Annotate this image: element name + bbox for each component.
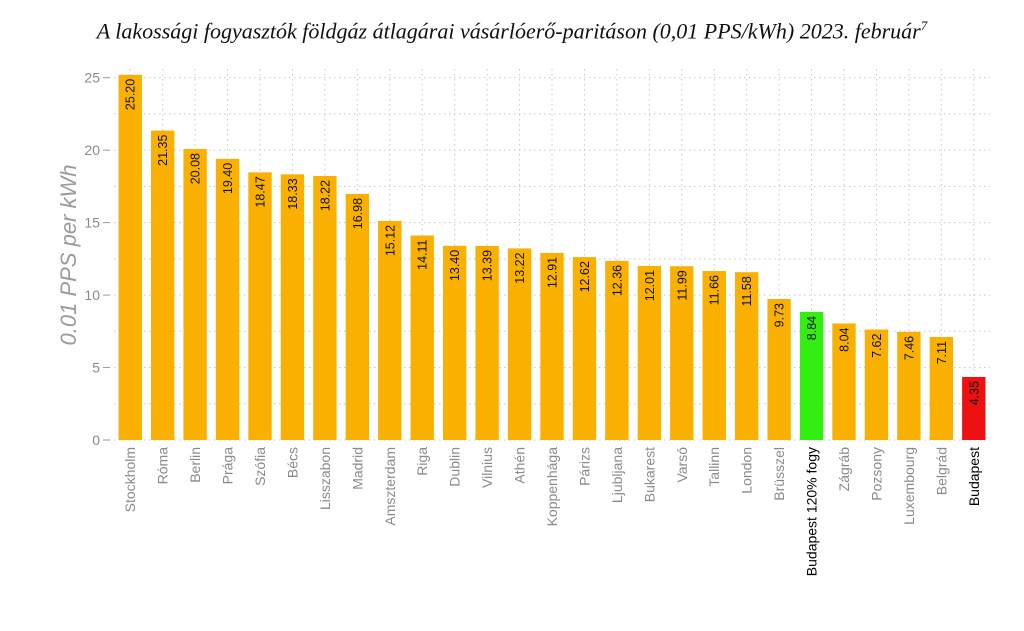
x-tick-label: Budapest 120% fogy	[804, 447, 820, 576]
x-tick-label: Koppenhága	[544, 447, 560, 527]
bar	[118, 74, 142, 440]
chart-title: A lakossági fogyasztók földgáz átlagárai…	[0, 18, 1024, 44]
value-label: 25.20	[124, 79, 138, 110]
bar	[605, 260, 629, 440]
bar	[962, 376, 986, 440]
x-tick-label: Belgrád	[933, 447, 949, 495]
x-tick-label: Budapest	[966, 447, 982, 506]
value-label: 12.62	[578, 261, 592, 292]
value-label: 19.40	[221, 163, 235, 194]
y-tick-label: 25	[84, 70, 100, 86]
bar	[734, 272, 759, 440]
y-tick-label: 15	[84, 215, 100, 231]
value-labels: 25.20 21.35 20.08 19.40 18.47 18.33 18.22 16.98…	[124, 79, 982, 406]
bar	[215, 158, 240, 440]
value-label: 8.84	[805, 316, 819, 340]
bar	[864, 329, 889, 440]
value-label: 7.62	[870, 334, 884, 358]
x-tick-label: Szófia	[252, 447, 268, 486]
bar	[183, 148, 207, 440]
y-axis-ticks: 0 5 10 15 20 25	[84, 70, 110, 448]
y-tick-label: 5	[92, 360, 100, 376]
x-tick-label: Madrid	[349, 447, 365, 490]
bar	[248, 172, 272, 441]
x-tick-label: Pozsony	[868, 447, 884, 501]
bar	[637, 265, 662, 440]
bar	[832, 323, 856, 440]
bar	[929, 336, 954, 440]
bar	[313, 175, 337, 441]
x-tick-label: Prága	[220, 447, 236, 485]
x-tick-label: Athén	[512, 447, 528, 484]
bar	[897, 331, 921, 440]
x-tick-label: Vilnius	[479, 447, 495, 488]
x-tick-label: Amszterdam	[382, 447, 398, 526]
x-tick-label: Varsó	[674, 447, 690, 483]
bar	[345, 193, 370, 440]
x-tick-label: Brüsszel	[771, 447, 787, 501]
bar	[767, 298, 791, 440]
x-tick-label: Párizs	[576, 447, 592, 486]
bar	[799, 311, 824, 440]
value-label: 13.39	[481, 250, 495, 281]
x-tick-label: London	[739, 447, 755, 494]
bar	[540, 252, 564, 440]
value-label: 11.58	[740, 276, 754, 306]
bars	[118, 74, 986, 441]
bar	[150, 130, 175, 440]
value-label: 15.12	[383, 225, 397, 256]
y-tick-label: 0	[92, 432, 100, 448]
bar	[572, 257, 597, 440]
bar	[702, 271, 726, 440]
value-label: 11.66	[708, 275, 722, 305]
value-label: 21.35	[156, 135, 170, 166]
x-axis-labels: Stockholm Róma Berlin Prága Szófia Bécs Lissza…	[122, 447, 982, 576]
value-label: 18.22	[318, 180, 332, 211]
y-tick-label: 10	[84, 287, 100, 303]
value-label: 18.47	[254, 176, 268, 207]
value-label: 12.36	[610, 265, 624, 296]
value-label: 4.35	[967, 381, 981, 405]
value-label: 11.99	[675, 270, 689, 300]
bar	[410, 235, 434, 440]
x-tick-label: Luxembourg	[901, 447, 917, 525]
value-label: 16.98	[351, 198, 365, 229]
chart-title-footnote: 7	[920, 18, 928, 33]
y-axis-label: 0.01 PPS per kWh	[56, 165, 81, 346]
bar	[280, 174, 305, 440]
value-label: 7.46	[902, 336, 916, 360]
x-tick-label: Riga	[414, 447, 430, 476]
value-label: 18.33	[286, 178, 300, 209]
x-tick-label: Berlin	[187, 447, 203, 483]
bar	[475, 245, 499, 440]
value-label: 13.40	[448, 250, 462, 281]
value-label: 13.22	[513, 252, 527, 283]
bar	[670, 266, 694, 440]
x-tick-label: Stockholm	[122, 447, 138, 512]
x-tick-label: Róma	[155, 447, 171, 485]
x-tick-label: Bécs	[284, 447, 300, 478]
value-label: 20.08	[189, 153, 203, 184]
y-tick-label: 20	[84, 142, 100, 158]
value-label: 12.91	[546, 257, 560, 288]
bar	[378, 220, 402, 440]
value-label: 9.73	[773, 303, 787, 327]
value-label: 8.04	[838, 327, 852, 351]
x-tick-label: Ljubljana	[609, 447, 625, 503]
x-tick-label: Dublin	[447, 447, 463, 487]
x-tick-label: Lisszabon	[317, 447, 333, 510]
x-tick-label: Bukarest	[641, 447, 657, 502]
value-label: 12.01	[643, 270, 657, 301]
bar	[442, 245, 467, 440]
x-tick-label: Tallinn	[706, 447, 722, 487]
x-tick-label: Zágráb	[836, 447, 852, 492]
value-label: 7.11	[935, 341, 949, 364]
bar	[507, 248, 532, 440]
chart-title-text: A lakossági fogyasztók földgáz átlagárai…	[96, 18, 921, 44]
value-label: 14.11	[416, 239, 430, 269]
